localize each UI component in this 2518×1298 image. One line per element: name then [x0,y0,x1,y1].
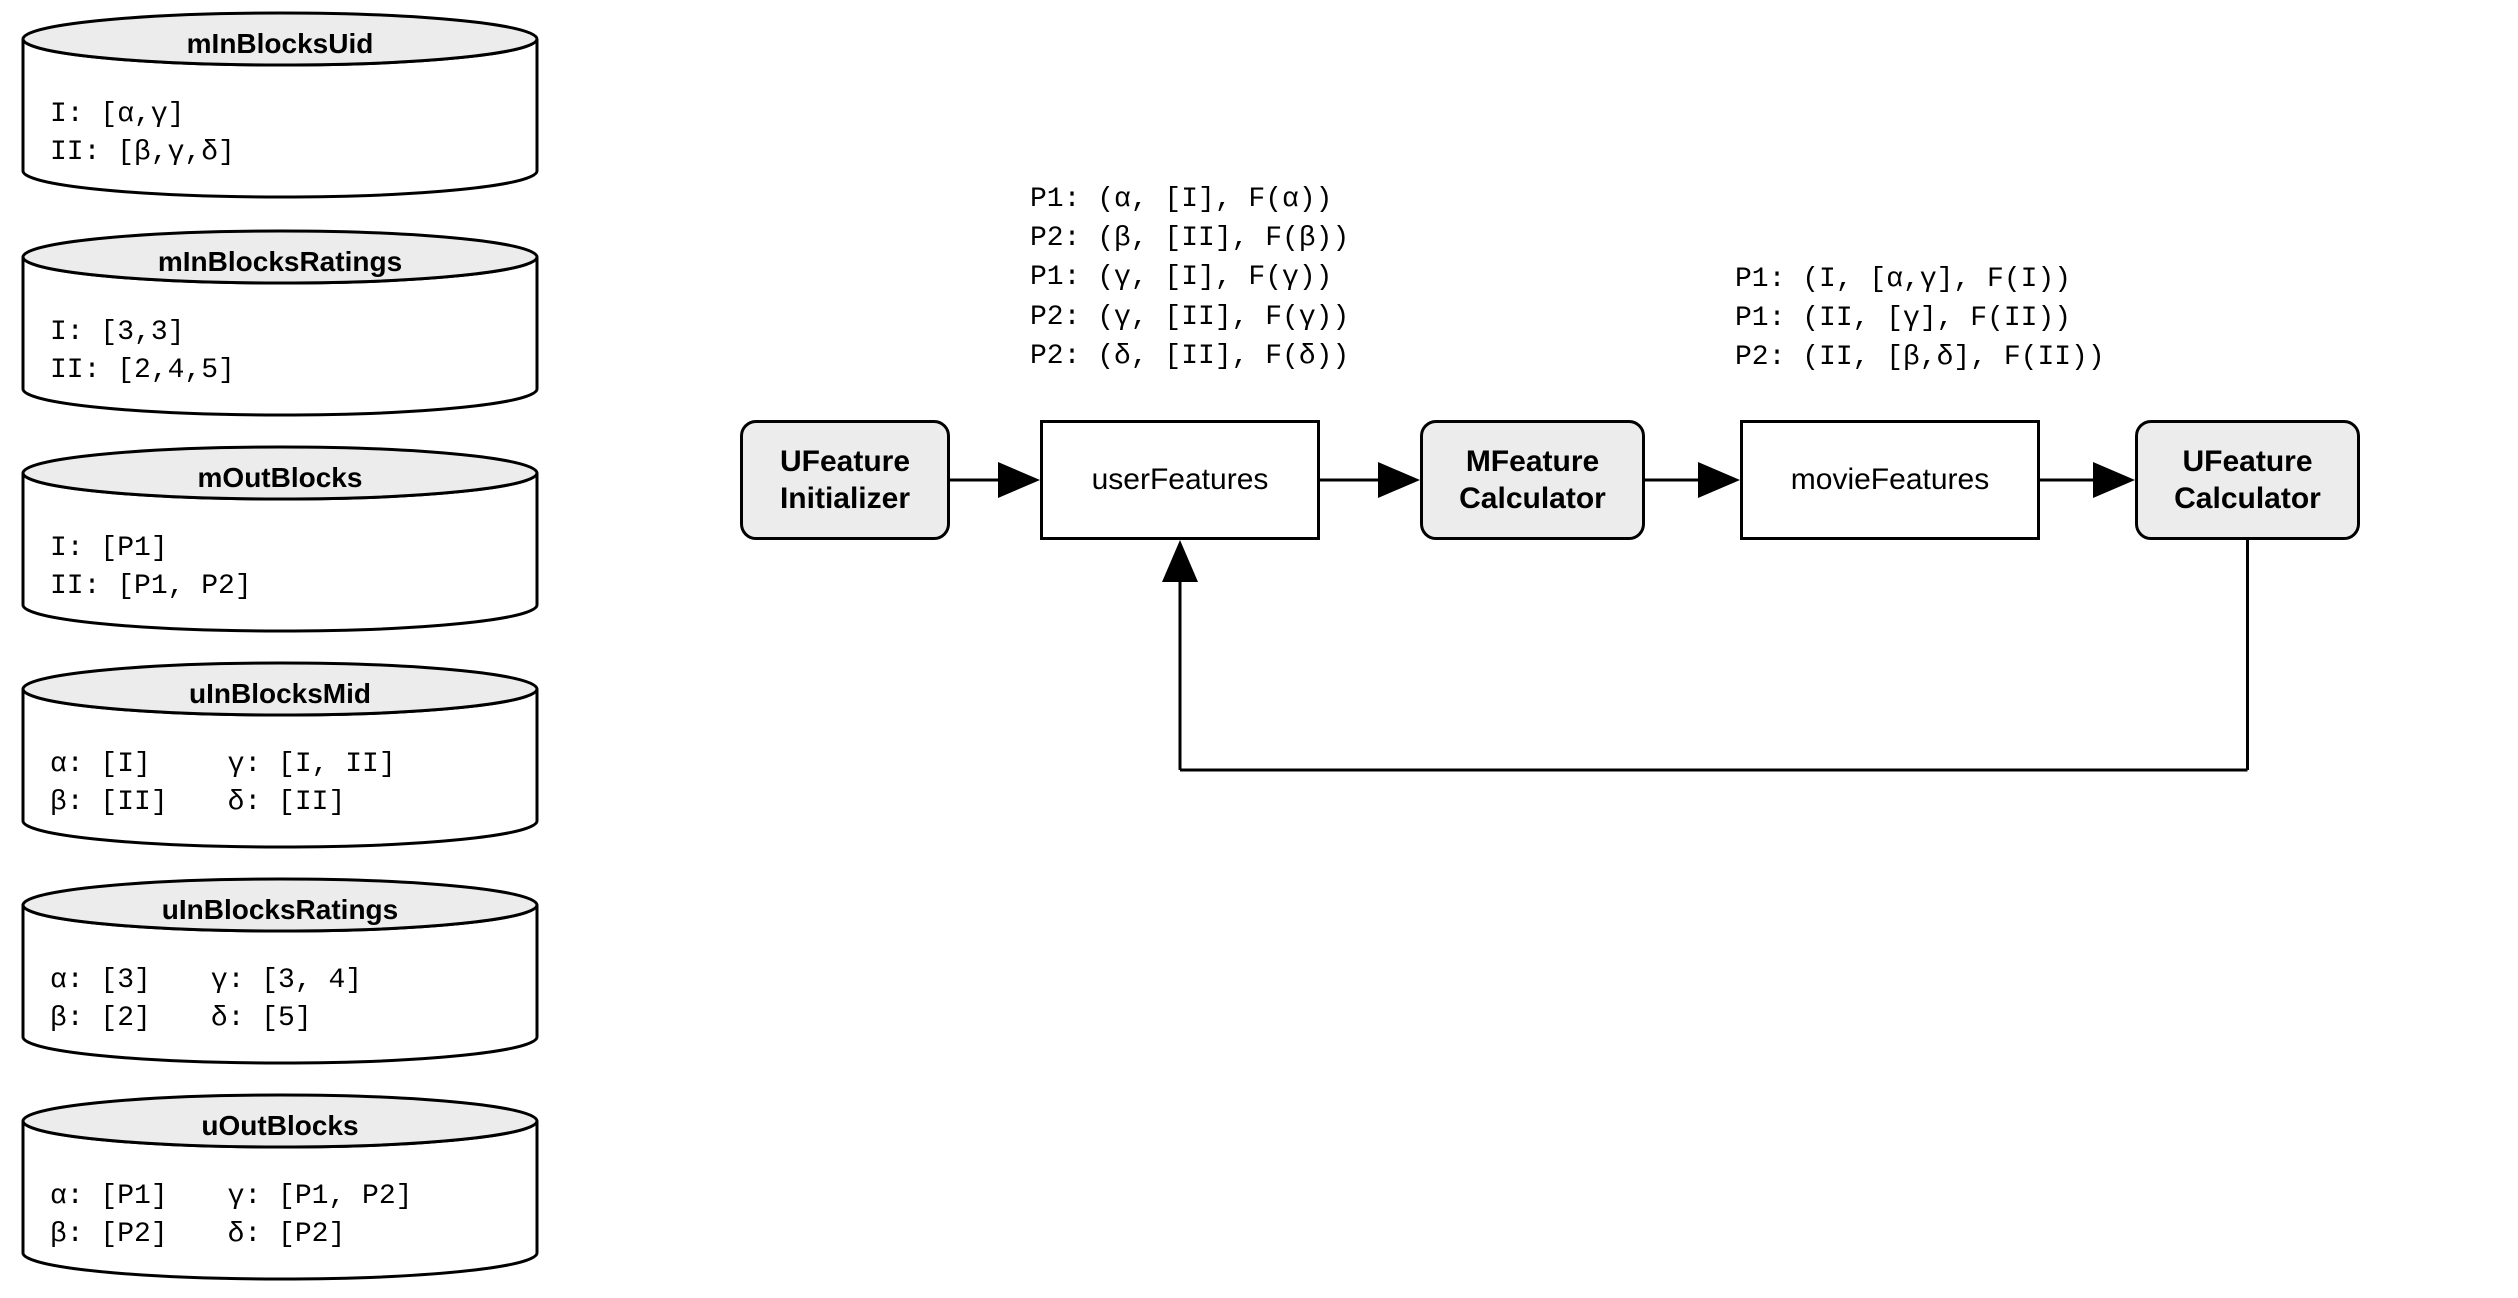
cylinder-title: uOutBlocks [20,1110,540,1142]
cylinder-mInBlocksUid: mInBlocksUid I: [α,γ] II: [β,γ,δ] [20,10,540,200]
user-features-label: userFeatures [1092,461,1269,499]
ufeature-calculator-label: UFeatureCalculator [2174,443,2321,518]
cylinder-content: I: [P1] II: [P1, P2] [50,530,252,606]
cylinder-uOutBlocks: uOutBlocks α: [P1] β: [P2]γ: [P1, P2] δ: … [20,1092,540,1282]
user-features: userFeatures [1040,420,1320,540]
cylinder-title: mOutBlocks [20,462,540,494]
cylinder-title: uInBlocksRatings [20,894,540,926]
cylinder-title: uInBlocksMid [20,678,540,710]
ufeature-initializer-label: UFeatureInitializer [780,443,910,518]
movie-features-annotation: P1: (I, [α,γ], F(I)) P1: (II, [γ], F(II)… [1735,260,2105,378]
movie-features-label: movieFeatures [1791,461,1989,499]
movie-features: movieFeatures [1740,420,2040,540]
cylinder-content: I: [3,3] II: [2,4,5] [50,314,235,390]
cylinder-content: I: [α,γ] II: [β,γ,δ] [50,96,235,172]
cylinder-title: mInBlocksRatings [20,246,540,278]
ufeature-initializer: UFeatureInitializer [740,420,950,540]
cylinder-mInBlocksRatings: mInBlocksRatings I: [3,3] II: [2,4,5] [20,228,540,418]
ufeature-calculator: UFeatureCalculator [2135,420,2360,540]
mfeature-calculator: MFeatureCalculator [1420,420,1645,540]
mfeature-calculator-label: MFeatureCalculator [1459,443,1606,518]
cylinder-content: α: [3] β: [2]γ: [3, 4] δ: [5] [50,962,362,1038]
cylinder-title: mInBlocksUid [20,28,540,60]
cylinder-content: α: [I] β: [II]γ: [I, II] δ: [II] [50,746,396,822]
cylinder-content: α: [P1] β: [P2]γ: [P1, P2] δ: [P2] [50,1178,412,1254]
cylinder-uInBlocksMid: uInBlocksMid α: [I] β: [II]γ: [I, II] δ: … [20,660,540,850]
cylinder-mOutBlocks: mOutBlocks I: [P1] II: [P1, P2] [20,444,540,634]
cylinder-uInBlocksRatings: uInBlocksRatings α: [3] β: [2]γ: [3, 4] δ… [20,876,540,1066]
user-features-annotation: P1: (α, [I], F(α)) P2: (β, [II], F(β)) P… [1030,180,1349,376]
